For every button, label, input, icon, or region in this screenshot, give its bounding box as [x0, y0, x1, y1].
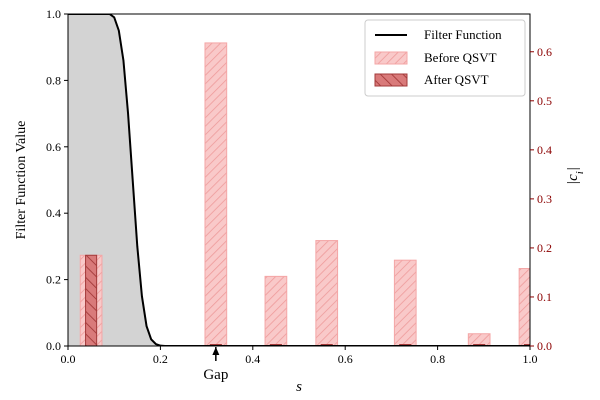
x-tick-label: 1.0 — [523, 352, 538, 366]
y-right-tick-label: 0.3 — [537, 192, 552, 206]
y-right-tick-label: 0.2 — [537, 241, 552, 255]
x-tick-label: 0.6 — [338, 352, 353, 366]
legend-swatch-before-qsvt — [374, 51, 408, 65]
legend: Filter Function Before QSVT After QSVT — [364, 19, 526, 97]
y-left-tick-label: 0.8 — [46, 73, 61, 87]
y-axis-title-left: Filter Function Value — [14, 121, 29, 240]
legend-label-before-qsvt: Before QSVT — [424, 50, 497, 65]
x-tick-label: 0.0 — [61, 352, 76, 366]
y-left-tick-label: 0.0 — [46, 339, 61, 353]
y-right-tick-label: 0.1 — [537, 290, 552, 304]
x-axis-title: s — [296, 379, 302, 395]
gap-arrow-head — [212, 347, 220, 355]
bar-before-qsvt — [264, 275, 288, 346]
y-left-tick-label: 0.6 — [46, 140, 61, 154]
y-right-tick-label: 0.5 — [537, 94, 552, 108]
y-left-tick-label: 1.0 — [46, 7, 61, 21]
bar-before-qsvt — [518, 268, 530, 346]
bar-before-qsvt — [393, 259, 417, 346]
legend-swatch-after-qsvt — [374, 73, 408, 87]
y-axis-title-right: |ci| — [565, 167, 586, 185]
y-left-tick-label: 0.2 — [46, 273, 61, 287]
legend-label-after-qsvt: After QSVT — [424, 72, 489, 87]
x-tick-label: 0.2 — [153, 352, 168, 366]
gap-annotation: Gap — [203, 347, 228, 383]
plot-frame — [67, 13, 531, 347]
bar-after-qsvt — [85, 254, 98, 346]
filter-function-area — [68, 14, 530, 346]
gap-label: Gap — [203, 367, 228, 383]
y-right-tick-label: 0.6 — [537, 45, 552, 59]
y-right-tick-label: 0.0 — [537, 339, 552, 353]
bar-before-qsvt — [315, 240, 339, 346]
bar-before-qsvt — [204, 42, 228, 346]
y-left-tick-label: 0.4 — [46, 206, 61, 220]
x-tick-label: 0.8 — [430, 352, 445, 366]
x-tick-label: 0.4 — [245, 352, 260, 366]
legend-label-filter-function: Filter Function — [424, 27, 502, 42]
y-right-tick-label: 0.4 — [537, 143, 552, 157]
